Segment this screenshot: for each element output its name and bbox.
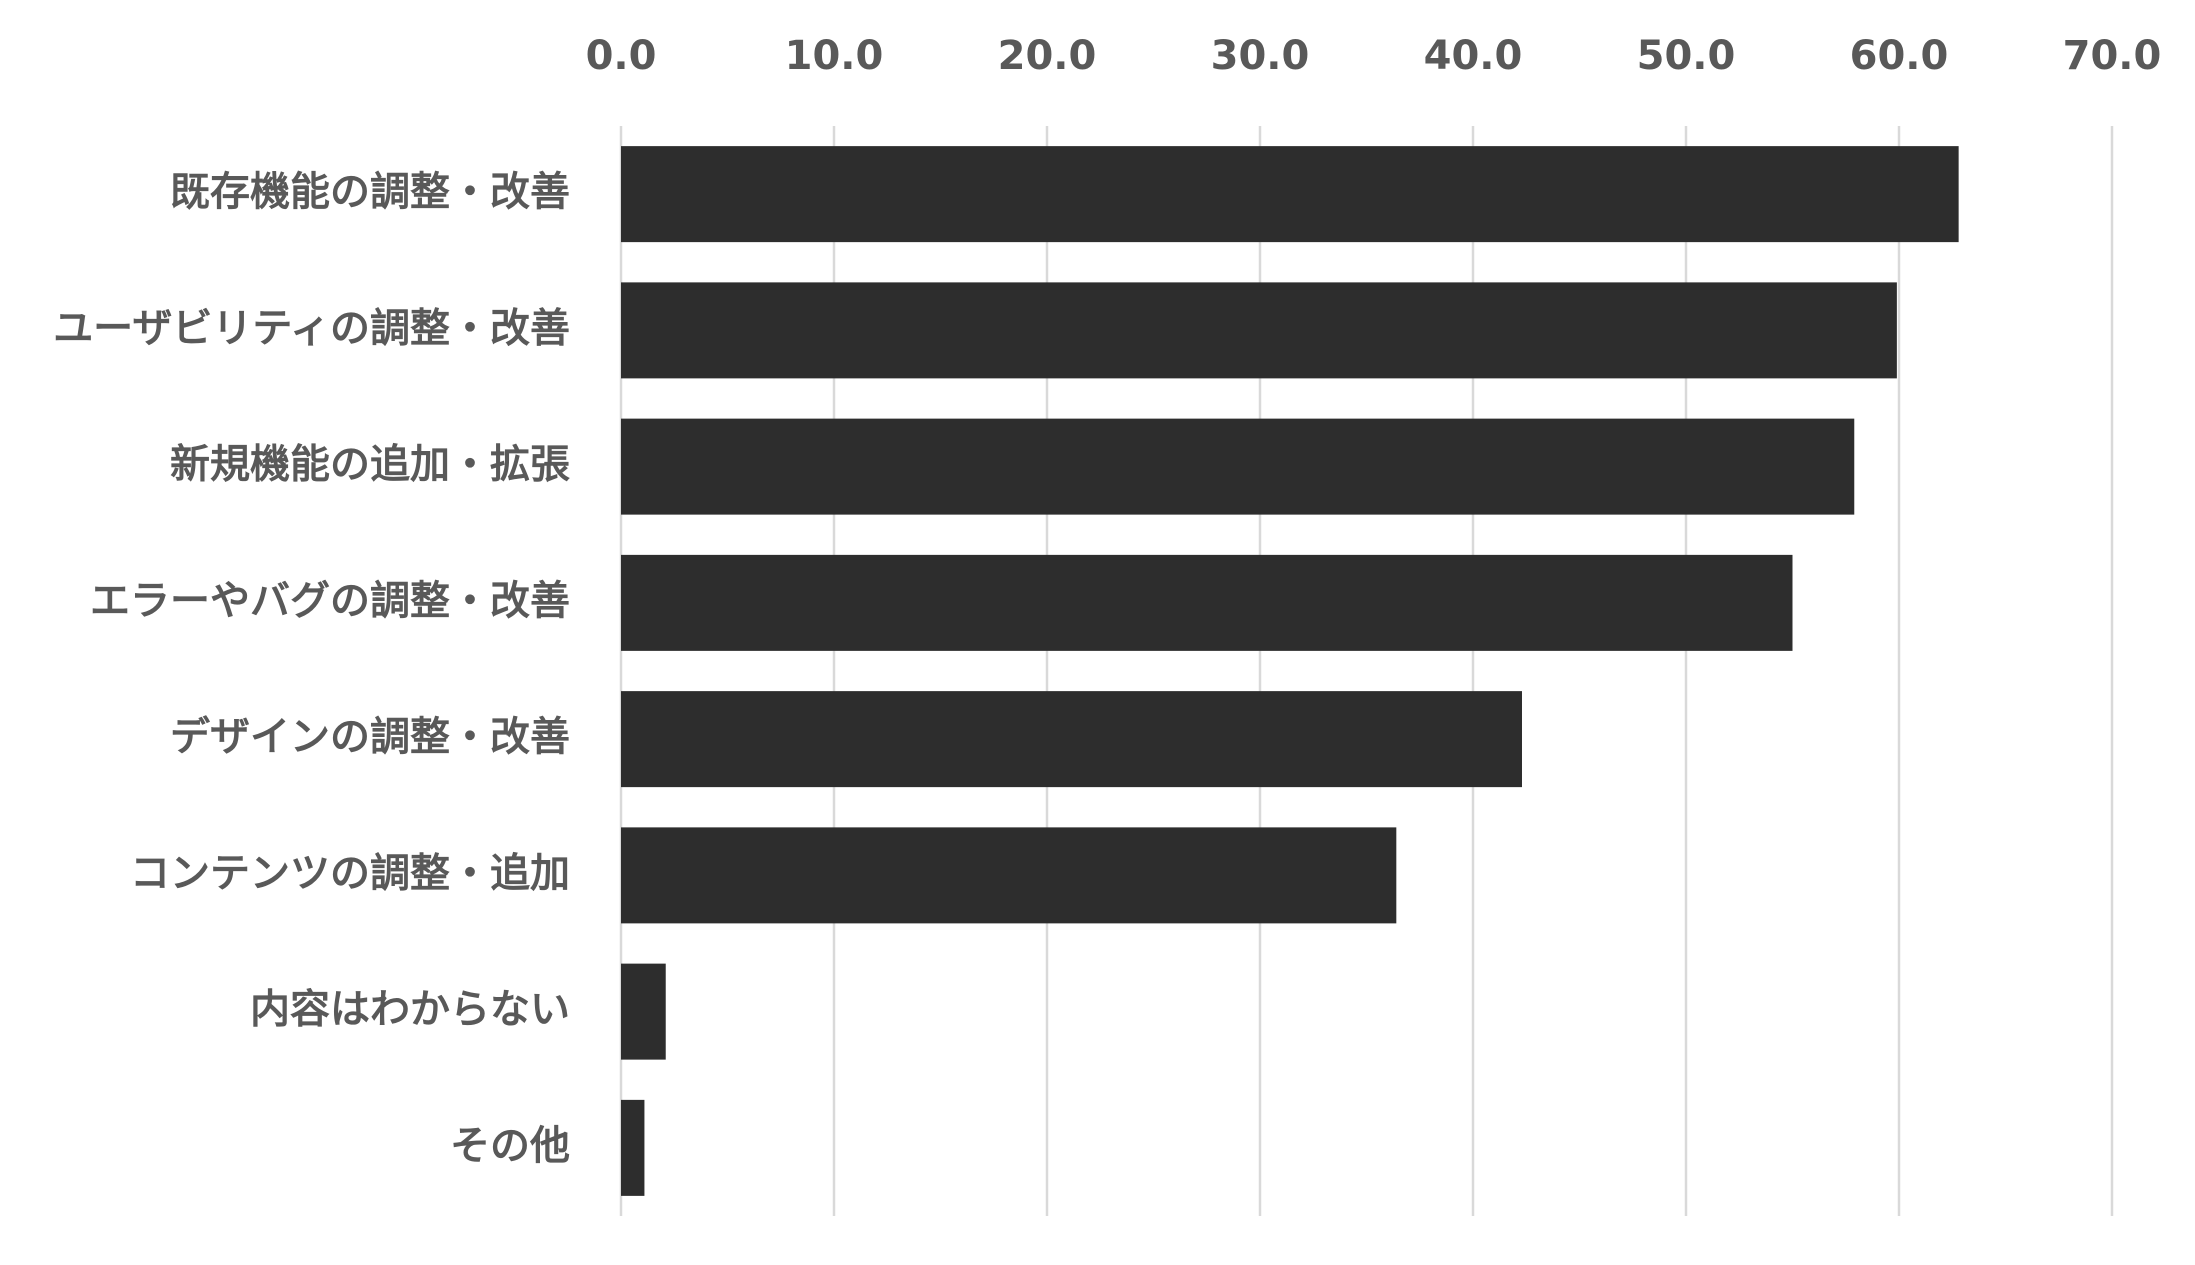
x-tick-label: 0.0: [586, 33, 657, 79]
bar: [621, 282, 1897, 379]
category-label: 既存機能の調整・改善: [170, 169, 570, 215]
x-tick-label: 20.0: [998, 33, 1097, 79]
x-tick-label: 40.0: [1424, 33, 1523, 79]
bar: [621, 827, 1397, 924]
category-label: コンテンツの調整・追加: [130, 850, 570, 896]
bar: [621, 554, 1793, 651]
category-label: その他: [450, 1123, 570, 1169]
x-tick-label: 30.0: [1211, 33, 1310, 79]
bar: [621, 963, 666, 1060]
category-label: 新規機能の追加・拡張: [170, 442, 570, 488]
x-tick-label: 70.0: [2063, 33, 2162, 79]
bar: [621, 1099, 645, 1196]
bar: [621, 418, 1855, 515]
category-label: エラーやバグの調整・改善: [90, 578, 570, 624]
x-axis-ticks: 0.0 10.0 20.0 30.0 40.0 50.0 60.0 70.0: [586, 33, 2162, 79]
bar: [621, 146, 1959, 243]
x-tick-label: 10.0: [785, 33, 884, 79]
category-labels: 既存機能の調整・改善ユーザビリティの調整・改善新規機能の追加・拡張エラーやバグの…: [53, 169, 570, 1169]
category-label: 内容はわからない: [250, 987, 570, 1033]
bar: [621, 691, 1522, 788]
x-tick-label: 60.0: [1850, 33, 1949, 79]
category-label: デザインの調整・改善: [170, 714, 570, 760]
x-tick-label: 50.0: [1637, 33, 1736, 79]
bars: [621, 146, 1959, 1196]
category-label: ユーザビリティの調整・改善: [53, 305, 570, 351]
